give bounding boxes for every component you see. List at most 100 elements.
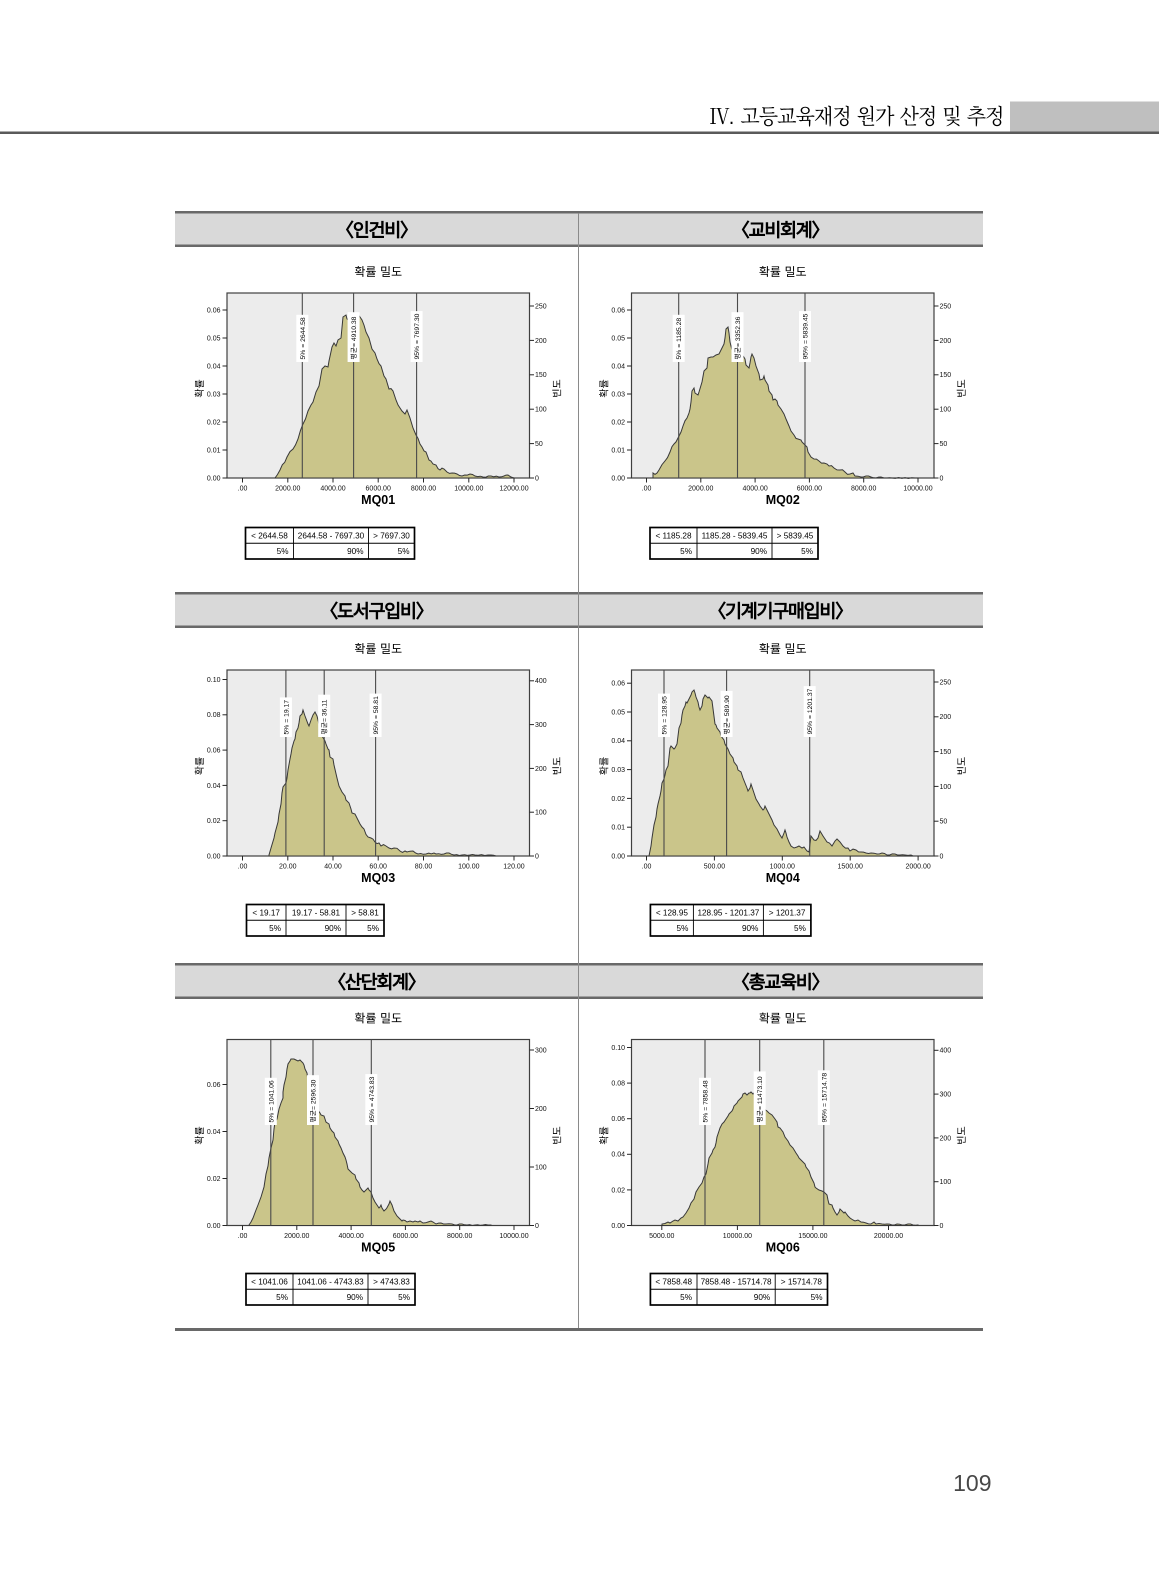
svg-text:< 7858.48: < 7858.48	[655, 1278, 692, 1287]
svg-text:95% = 58.81: 95% = 58.81	[373, 696, 380, 735]
svg-text:10000.00: 10000.00	[454, 486, 483, 493]
svg-text:50: 50	[535, 441, 543, 448]
svg-text:= 36.11: = 36.11	[322, 699, 329, 722]
svg-text:250: 250	[940, 303, 952, 310]
svg-text:5%: 5%	[801, 547, 813, 556]
svg-text:0.03: 0.03	[611, 391, 625, 398]
svg-text:90%: 90%	[751, 547, 767, 556]
svg-text:12000.00: 12000.00	[499, 486, 528, 493]
svg-text:5% = 1185.28: 5% = 1185.28	[676, 318, 683, 360]
svg-text:= 4910.38: = 4910.38	[351, 316, 358, 347]
svg-text:300: 300	[535, 722, 547, 729]
svg-text:5%: 5%	[367, 924, 379, 933]
svg-text:7858.48 - 15714.78: 7858.48 - 15714.78	[701, 1278, 772, 1287]
svg-text:200: 200	[535, 766, 547, 773]
svg-text:0.04: 0.04	[611, 1152, 625, 1159]
svg-text:90%: 90%	[754, 1293, 770, 1302]
svg-text:MQ04: MQ04	[766, 871, 800, 885]
svg-text:10000.00: 10000.00	[723, 1233, 752, 1240]
svg-text:150: 150	[940, 372, 952, 379]
svg-text:0.06: 0.06	[611, 1116, 625, 1123]
svg-text:0.01: 0.01	[207, 447, 221, 454]
svg-text:10000.00: 10000.00	[499, 1233, 528, 1240]
svg-text:100: 100	[535, 1164, 547, 1171]
svg-text:> 7697.30: > 7697.30	[373, 532, 410, 541]
svg-text:0: 0	[940, 475, 944, 482]
svg-text:200: 200	[940, 338, 952, 345]
svg-text:> 15714.78: > 15714.78	[781, 1278, 823, 1287]
svg-text:4000.00: 4000.00	[742, 486, 767, 493]
svg-text:0.04: 0.04	[611, 738, 625, 745]
svg-text:2000.00: 2000.00	[275, 486, 300, 493]
svg-text:0.02: 0.02	[207, 419, 221, 426]
svg-text:0.00: 0.00	[611, 853, 625, 860]
svg-text:15000.00: 15000.00	[798, 1233, 827, 1240]
svg-text:200: 200	[940, 1135, 952, 1142]
svg-text:0.05: 0.05	[611, 709, 625, 716]
svg-text:1185.28 - 5839.45: 1185.28 - 5839.45	[702, 532, 768, 541]
svg-text:.00: .00	[238, 1233, 248, 1240]
svg-text:150: 150	[940, 749, 952, 756]
svg-text:40.00: 40.00	[324, 864, 342, 871]
svg-text:.00: .00	[642, 864, 652, 871]
svg-text:5%: 5%	[277, 547, 289, 556]
svg-text:95% = 4743.83: 95% = 4743.83	[369, 1076, 376, 1122]
svg-text:95% = 5839.45: 95% = 5839.45	[803, 313, 810, 359]
svg-text:100: 100	[940, 784, 952, 791]
svg-text:100: 100	[535, 407, 547, 414]
svg-text:0.00: 0.00	[207, 853, 221, 860]
svg-text:0.04: 0.04	[611, 363, 625, 370]
svg-text:= 2596.30: = 2596.30	[311, 1079, 318, 1110]
svg-text:100: 100	[940, 407, 952, 414]
svg-text:1000.00: 1000.00	[770, 864, 795, 871]
svg-text:0.06: 0.06	[207, 307, 221, 314]
svg-text:200: 200	[535, 1106, 547, 1113]
svg-text:0.06: 0.06	[611, 681, 625, 688]
svg-text:5%: 5%	[680, 1293, 692, 1302]
svg-text:19.17 - 58.81: 19.17 - 58.81	[292, 909, 341, 918]
svg-text:0.01: 0.01	[611, 447, 625, 454]
svg-text:300: 300	[535, 1047, 547, 1054]
svg-text:100: 100	[940, 1179, 952, 1186]
svg-text:5%: 5%	[811, 1293, 823, 1302]
svg-text:5% = 1041.06: 5% = 1041.06	[268, 1080, 275, 1122]
svg-text:128.95 - 1201.37: 128.95 - 1201.37	[697, 909, 759, 918]
svg-text:80.00: 80.00	[415, 864, 433, 871]
svg-text:20.00: 20.00	[279, 864, 297, 871]
svg-text:95% = 7697.30: 95% = 7697.30	[414, 313, 421, 359]
svg-text:0.04: 0.04	[207, 363, 221, 370]
svg-text:5000.00: 5000.00	[649, 1233, 674, 1240]
svg-text:0: 0	[940, 853, 944, 860]
svg-text:< 1185.28: < 1185.28	[655, 532, 691, 541]
svg-text:250: 250	[535, 303, 547, 310]
svg-text:= 11473.10: = 11473.10	[757, 1076, 764, 1110]
svg-text:6000.00: 6000.00	[797, 486, 822, 493]
svg-text:5%: 5%	[398, 547, 410, 556]
svg-text:.: .	[729, 105, 735, 129]
svg-text:0: 0	[535, 475, 539, 482]
svg-text:50: 50	[940, 819, 948, 826]
svg-text:0.08: 0.08	[207, 712, 221, 719]
svg-text:< 128.95: < 128.95	[656, 909, 689, 918]
svg-text:0.10: 0.10	[207, 677, 221, 684]
svg-text:5%: 5%	[794, 924, 806, 933]
svg-text:90%: 90%	[325, 924, 341, 933]
svg-text:0.00: 0.00	[611, 475, 625, 482]
svg-text:MQ02: MQ02	[766, 493, 800, 507]
svg-text:MQ05: MQ05	[361, 1241, 395, 1255]
svg-text:5% = 19.17: 5% = 19.17	[283, 700, 290, 735]
svg-text:> 58.81: > 58.81	[351, 909, 379, 918]
svg-text:0.00: 0.00	[207, 475, 221, 482]
svg-text:500.00: 500.00	[704, 864, 726, 871]
svg-text:0.06: 0.06	[207, 1082, 221, 1089]
svg-text:0.05: 0.05	[207, 335, 221, 342]
svg-text:0.03: 0.03	[611, 767, 625, 774]
svg-text:0.02: 0.02	[611, 1187, 625, 1194]
svg-text:0.04: 0.04	[207, 1129, 221, 1136]
svg-text:5%: 5%	[398, 1293, 410, 1302]
svg-text:0.04: 0.04	[207, 783, 221, 790]
svg-text:< 1041.06: < 1041.06	[251, 1278, 288, 1287]
svg-text:0.05: 0.05	[611, 335, 625, 342]
svg-text:95% = 15714.78: 95% = 15714.78	[821, 1073, 828, 1123]
svg-text:6000.00: 6000.00	[366, 486, 391, 493]
